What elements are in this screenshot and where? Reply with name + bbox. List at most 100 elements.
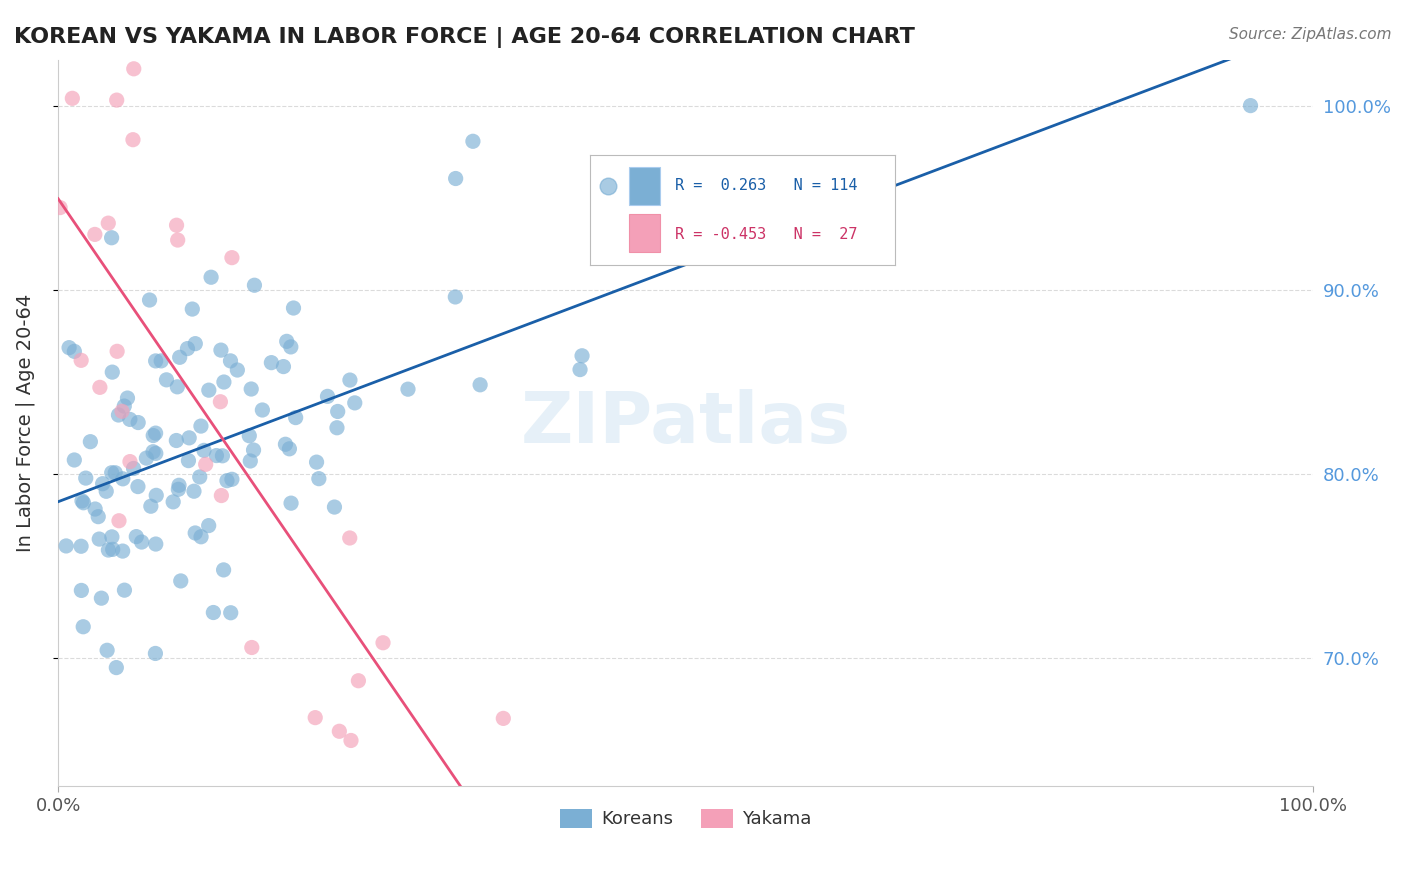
Yakama bbox=[89, 380, 111, 394]
Koreans bbox=[101, 530, 124, 544]
Koreans bbox=[87, 509, 110, 524]
Koreans bbox=[183, 484, 205, 499]
Koreans bbox=[205, 449, 228, 463]
Koreans bbox=[396, 382, 419, 396]
Koreans bbox=[461, 134, 484, 148]
Yakama bbox=[347, 673, 370, 688]
Koreans bbox=[339, 373, 361, 387]
Koreans bbox=[72, 496, 94, 510]
Koreans bbox=[323, 500, 346, 514]
Yakama bbox=[371, 636, 394, 650]
Koreans bbox=[215, 474, 238, 488]
Koreans bbox=[63, 344, 86, 359]
Koreans bbox=[150, 354, 173, 368]
Yakama bbox=[209, 394, 232, 409]
Koreans bbox=[131, 535, 153, 549]
Yakama bbox=[240, 640, 263, 655]
Yakama bbox=[166, 218, 188, 232]
Text: R = -0.453   N =  27: R = -0.453 N = 27 bbox=[675, 227, 858, 242]
Koreans bbox=[111, 544, 134, 558]
Koreans bbox=[242, 443, 264, 458]
Koreans bbox=[276, 334, 298, 349]
Text: Source: ZipAtlas.com: Source: ZipAtlas.com bbox=[1229, 27, 1392, 42]
Yakama bbox=[339, 531, 361, 545]
Koreans bbox=[84, 502, 107, 516]
Koreans bbox=[1239, 98, 1261, 112]
Koreans bbox=[127, 480, 149, 494]
Koreans bbox=[122, 461, 145, 475]
Koreans bbox=[142, 444, 165, 458]
Koreans bbox=[197, 518, 219, 533]
Koreans bbox=[97, 543, 120, 558]
Yakama bbox=[105, 93, 128, 107]
Koreans bbox=[283, 301, 305, 315]
Koreans bbox=[278, 442, 301, 456]
Yakama bbox=[166, 233, 188, 247]
Koreans bbox=[96, 484, 118, 499]
Koreans bbox=[101, 542, 124, 557]
Koreans bbox=[343, 396, 366, 410]
Koreans bbox=[162, 495, 184, 509]
Koreans bbox=[444, 171, 467, 186]
Bar bbox=[630, 214, 659, 252]
Koreans bbox=[209, 343, 232, 358]
Koreans bbox=[145, 537, 167, 551]
Yakama bbox=[209, 489, 232, 503]
Koreans bbox=[139, 500, 162, 514]
Yakama bbox=[60, 91, 83, 105]
Koreans bbox=[179, 431, 201, 445]
Koreans bbox=[177, 453, 200, 467]
Koreans bbox=[190, 419, 212, 434]
Yakama bbox=[340, 733, 363, 747]
Legend: Koreans, Yakama: Koreans, Yakama bbox=[553, 802, 818, 836]
Koreans bbox=[70, 539, 93, 553]
Yakama bbox=[105, 344, 128, 359]
Koreans bbox=[316, 389, 339, 403]
Koreans bbox=[274, 437, 297, 451]
Koreans bbox=[100, 466, 122, 480]
Yakama bbox=[328, 724, 350, 739]
Koreans bbox=[91, 476, 114, 491]
Koreans bbox=[308, 472, 330, 486]
Yakama bbox=[49, 201, 72, 215]
Koreans bbox=[188, 470, 211, 484]
Koreans bbox=[444, 290, 467, 304]
Koreans bbox=[135, 451, 157, 466]
Koreans bbox=[193, 443, 215, 458]
Yakama bbox=[122, 62, 145, 76]
Koreans bbox=[145, 488, 167, 502]
Koreans bbox=[184, 526, 207, 541]
Yakama bbox=[108, 514, 131, 528]
Koreans bbox=[58, 341, 80, 355]
Koreans bbox=[125, 530, 148, 544]
Yakama bbox=[97, 216, 120, 230]
Koreans bbox=[169, 351, 191, 365]
Koreans bbox=[569, 362, 592, 376]
Koreans bbox=[211, 449, 233, 463]
Koreans bbox=[284, 410, 307, 425]
Text: KOREAN VS YAKAMA IN LABOR FORCE | AGE 20-64 CORRELATION CHART: KOREAN VS YAKAMA IN LABOR FORCE | AGE 20… bbox=[14, 27, 915, 48]
Koreans bbox=[90, 591, 112, 606]
Koreans bbox=[96, 643, 118, 657]
Koreans bbox=[114, 583, 136, 598]
Yakama bbox=[118, 454, 141, 468]
Koreans bbox=[155, 373, 177, 387]
Bar bbox=[630, 167, 659, 204]
Koreans bbox=[200, 270, 222, 285]
Koreans bbox=[104, 466, 127, 480]
Yakama bbox=[194, 458, 217, 472]
Koreans bbox=[142, 428, 165, 442]
Koreans bbox=[176, 342, 198, 356]
Koreans bbox=[260, 356, 283, 370]
Koreans bbox=[280, 496, 302, 510]
Koreans bbox=[243, 278, 266, 293]
Koreans bbox=[170, 574, 193, 588]
Koreans bbox=[219, 354, 242, 368]
Koreans bbox=[198, 383, 221, 397]
Text: R =  0.263   N = 114: R = 0.263 N = 114 bbox=[675, 178, 858, 194]
Koreans bbox=[70, 583, 93, 598]
Text: ZIPatlas: ZIPatlas bbox=[520, 389, 851, 458]
Koreans bbox=[145, 426, 167, 441]
Koreans bbox=[326, 421, 349, 435]
Koreans bbox=[107, 408, 129, 422]
